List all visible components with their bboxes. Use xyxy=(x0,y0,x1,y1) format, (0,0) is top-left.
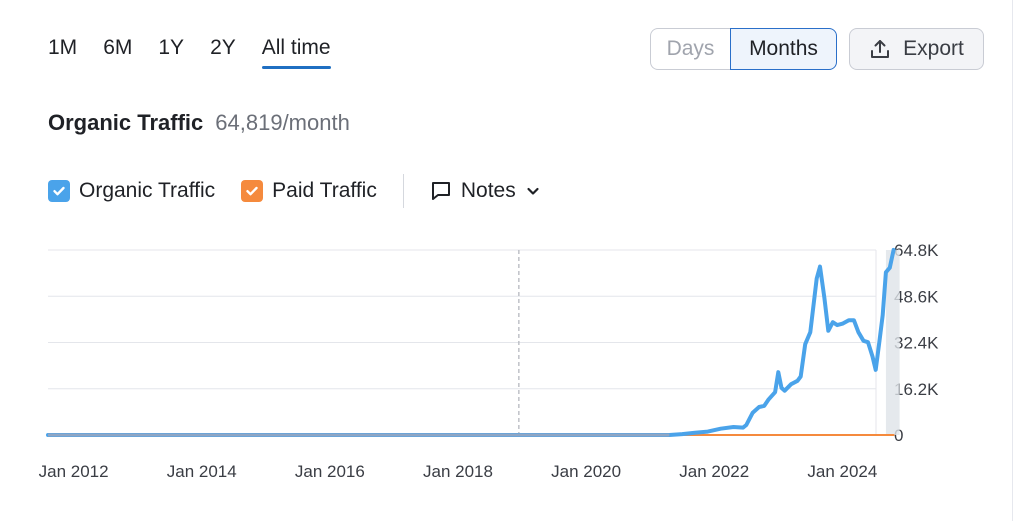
organic-traffic-line xyxy=(46,247,896,437)
traffic-line-chart: 0 16.2K 32.4K 48.6K 64.8K Jan 2012 Jan 2014 Jan… xyxy=(39,241,939,481)
legend-paid-label: Paid Traffic xyxy=(272,179,377,202)
y-tick-label: 48.6K xyxy=(894,287,939,306)
range-1m[interactable]: 1M xyxy=(48,36,78,59)
x-tick-label: Jan 2018 xyxy=(423,462,493,481)
y-tick-label: 16.2K xyxy=(894,380,939,399)
range-all-time[interactable]: All time xyxy=(261,36,331,69)
check-icon xyxy=(48,180,70,202)
chevron-down-icon xyxy=(525,183,541,199)
months-button[interactable]: Months xyxy=(730,28,837,70)
x-tick-label: Jan 2016 xyxy=(295,462,365,481)
x-tick-label: Jan 2024 xyxy=(807,462,877,481)
range-6m[interactable]: 6M xyxy=(103,36,133,59)
x-tick-label: Jan 2012 xyxy=(39,462,109,481)
upload-icon xyxy=(869,38,891,60)
export-button[interactable]: Export xyxy=(849,28,984,70)
range-1y[interactable]: 1Y xyxy=(158,36,185,59)
speech-bubble-icon xyxy=(430,180,452,202)
legend-divider xyxy=(402,174,404,208)
metric-value: 64,819/month xyxy=(215,110,350,135)
page-title: Organic Traffic xyxy=(48,110,204,135)
time-range-tabs: 1M 6M 1Y 2Y All time xyxy=(48,36,357,69)
y-tick-label: 64.8K xyxy=(894,241,939,260)
notes-label: Notes xyxy=(460,179,516,202)
check-icon xyxy=(241,180,264,202)
x-tick-label: Jan 2022 xyxy=(679,462,749,481)
legend-organic-label: Organic Traffic xyxy=(79,179,216,202)
x-tick-label: Jan 2014 xyxy=(167,462,237,481)
range-2y[interactable]: 2Y xyxy=(210,36,236,59)
notes-dropdown[interactable]: Notes xyxy=(430,179,541,203)
y-tick-label: 0 xyxy=(894,426,903,445)
chart-heading: Organic Traffic 64,819/month xyxy=(48,110,350,136)
y-tick-label: 32.4K xyxy=(894,334,939,353)
current-period-highlight xyxy=(885,250,900,435)
chart-legend: Organic Traffic Paid Traffic Notes xyxy=(48,174,541,208)
x-tick-label: Jan 2020 xyxy=(551,462,621,481)
legend-paid-traffic[interactable]: Paid Traffic xyxy=(241,179,377,203)
granularity-toggle: Days Months xyxy=(650,28,837,70)
export-label: Export xyxy=(903,37,964,60)
days-button[interactable]: Days xyxy=(650,28,730,70)
legend-organic-traffic[interactable]: Organic Traffic xyxy=(48,179,215,203)
